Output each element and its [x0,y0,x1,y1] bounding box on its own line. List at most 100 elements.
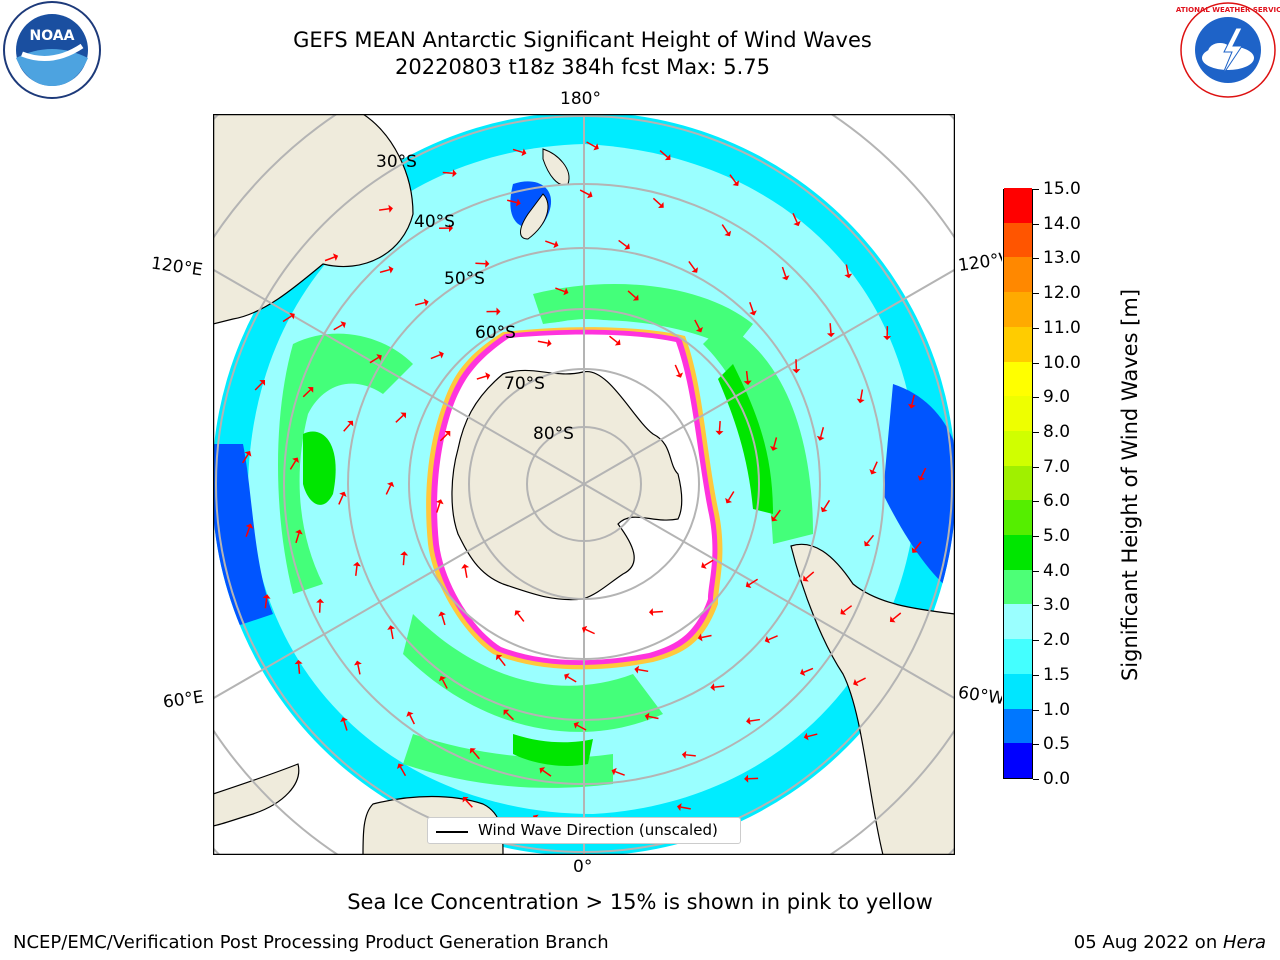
wave-arrow-head [710,683,715,692]
lon-label-120w-clip: 120°W [958,252,1002,282]
wave-arrow-head [593,143,599,151]
legend-label: Wind Wave Direction (unscaled) [478,821,718,839]
wave-arrow [714,685,725,688]
wave-arrow-head [869,469,877,475]
wave-arrow-head [764,636,771,644]
wave-arrow [843,605,853,613]
wave-arrow-head [676,803,682,812]
colorbar-tick-label: 3.0 [1043,595,1071,616]
wave-arrow-head [743,380,752,385]
colorbar-tick-label: 9.0 [1043,387,1071,408]
colorbar-tick-label: 5.0 [1043,526,1071,547]
wave-arrow-head [800,668,806,676]
colorbar-segment [1004,291,1032,327]
colorbar-tick [1033,709,1039,711]
wave-arrow [476,375,487,380]
wave-arrow [866,534,875,544]
wave-arrow-head [816,435,825,441]
colorbar-segment [1004,187,1032,223]
wave-arrow-head [883,336,892,341]
wave-arrow-head [503,709,510,716]
polar-map [212,113,956,856]
colorbar-segment [1004,569,1032,605]
wave-arrow-head [262,594,271,599]
wave-arrow-head [400,412,407,419]
wave-arrow-head [701,561,707,569]
wave-arrow [505,712,514,721]
wave-arrow [892,612,902,620]
wave-arrow-head [406,711,414,717]
footer-host: Hera [1222,932,1266,953]
wave-arrow-head [352,561,361,567]
lat-label-60s: 60°S [475,323,516,343]
colorbar-tick-label: 0.0 [1043,769,1071,789]
wave-arrow [618,239,628,248]
nws-logo: NATIONAL WEATHER SERVICE [1170,0,1280,104]
lon-label-120e: 120°E [149,253,204,281]
wave-arrow-head [907,403,916,409]
colorbar-segment [1004,499,1032,536]
wave-arrow [357,664,361,675]
wave-arrow [652,610,663,613]
colorbar-tick-label: 13.0 [1043,248,1081,269]
colorbar-tick-label: 12.0 [1043,283,1081,304]
wave-arrow-head [803,732,809,741]
wave-arrow [659,150,669,158]
wave-arrow-head [826,332,835,338]
lon-label-60w: 60°W [958,686,1002,710]
wave-arrow [254,382,263,391]
lat-label-40s: 40°S [414,212,455,232]
wave-arrow [343,423,351,432]
wave-arrow-head [515,198,521,207]
wave-arrow-head [397,763,404,770]
wave-arrow-head [864,540,871,547]
wave-arrow [369,356,379,364]
wave-arrow-head [695,326,703,333]
wave-arrow [498,657,506,667]
wave-arrow [517,613,525,622]
wave-arrow-head [295,529,303,535]
wave-arrow-head [438,611,446,617]
wave-arrow-head [648,608,654,617]
wave-arrow-head [732,180,740,187]
colorbar-tick [1033,570,1039,572]
colorbar-title: Significant Height of Wind Waves [m] [1118,288,1142,682]
colorbar-tick-label: 7.0 [1043,456,1071,477]
colorbar-tick-label: 2.0 [1043,630,1071,651]
wave-arrow-head [614,339,621,346]
wave-arrow [282,315,292,323]
wave-arrow [701,634,712,639]
wave-arrow [579,189,590,196]
wave-arrow [638,668,649,673]
colorbar-tick [1033,362,1039,364]
lon-label-60w-clip: 60°W [958,686,1002,716]
wave-arrow [576,724,587,731]
wave-arrow [343,720,348,731]
wave-arrow [648,715,659,720]
lon-label-180: 180° [560,89,601,109]
wave-arrow [472,750,480,760]
lon-label-60e: 60°E [161,687,206,713]
colorbar-tick-label: 4.0 [1043,560,1071,581]
wave-arrow [378,208,390,211]
map-legend: Wind Wave Direction (unscaled) [427,817,741,844]
wave-arrow [805,571,815,580]
wave-arrow-head [744,774,749,783]
colorbar-tick [1033,605,1039,607]
lat-label-50s: 50°S [444,269,485,289]
wave-arrow-head [917,475,925,481]
wave-arrow [399,766,407,777]
wave-arrow-head [340,717,348,723]
wave-arrow [680,806,691,810]
wave-arrow-head [289,312,295,320]
colorbar-tick [1033,293,1039,295]
wave-arrow [745,370,749,382]
wave-arrow [674,364,681,375]
wave-arrow [807,733,818,738]
wave-arrow [295,533,300,544]
wave-arrow-head [245,523,254,529]
wave-arrow-head [725,497,732,504]
colorbar-tick-label: 10.0 [1043,352,1081,373]
wave-arrow-head [388,204,393,213]
wave-arrow-head [353,660,362,666]
